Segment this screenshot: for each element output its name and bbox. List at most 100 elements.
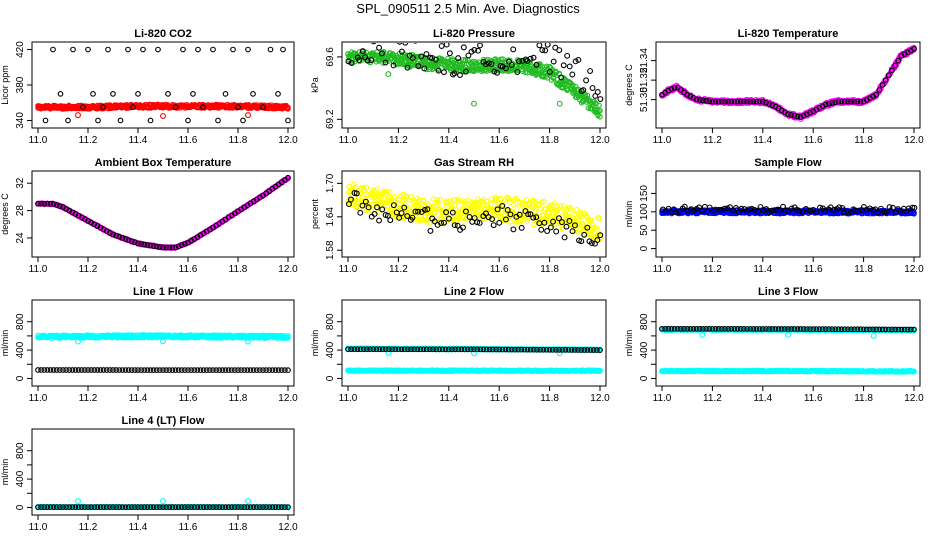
data-point bbox=[122, 236, 129, 242]
data-point bbox=[494, 206, 501, 213]
data-point bbox=[245, 338, 251, 345]
plot-frame bbox=[655, 41, 921, 129]
data-point bbox=[150, 367, 157, 373]
y-tick-label: 100 bbox=[639, 203, 650, 220]
data-point bbox=[457, 72, 463, 79]
data-point bbox=[357, 209, 364, 216]
data-point bbox=[568, 207, 574, 213]
data-point bbox=[389, 36, 394, 41]
data-point bbox=[182, 241, 188, 247]
data-point bbox=[435, 67, 442, 74]
data-point bbox=[855, 208, 862, 215]
chart-title: Line 1 Flow bbox=[133, 286, 193, 298]
data-point bbox=[594, 237, 601, 244]
data-point bbox=[575, 57, 582, 63]
data-point bbox=[895, 57, 902, 64]
data-point bbox=[588, 240, 595, 246]
data-point bbox=[482, 61, 489, 68]
data-point bbox=[573, 83, 579, 90]
data-point bbox=[420, 197, 427, 204]
data-point bbox=[515, 219, 522, 225]
y-axis-label: percent bbox=[310, 198, 320, 229]
data-point bbox=[516, 203, 523, 209]
data-point bbox=[676, 208, 683, 215]
data-point bbox=[485, 60, 492, 67]
data-point bbox=[757, 204, 764, 210]
y-tick-label: 340 bbox=[15, 112, 26, 129]
data-point bbox=[421, 206, 428, 213]
data-point bbox=[889, 67, 895, 74]
data-point bbox=[368, 213, 375, 220]
data-point bbox=[285, 333, 291, 339]
data-point bbox=[35, 200, 41, 207]
data-point bbox=[250, 367, 257, 373]
data-point bbox=[569, 71, 576, 78]
data-point bbox=[578, 238, 585, 245]
data-point bbox=[138, 241, 144, 247]
data-point bbox=[147, 367, 154, 373]
data-point bbox=[854, 98, 861, 105]
plot-area bbox=[659, 44, 917, 122]
data-point bbox=[563, 223, 570, 230]
data-point bbox=[70, 46, 76, 53]
data-point bbox=[502, 65, 509, 72]
data-point bbox=[556, 47, 563, 54]
data-point bbox=[454, 222, 461, 229]
data-point bbox=[829, 100, 835, 106]
data-point bbox=[110, 367, 116, 373]
y-tick-label: 69.2 bbox=[325, 109, 336, 129]
data-point bbox=[190, 91, 196, 97]
data-point bbox=[172, 367, 179, 373]
data-point bbox=[741, 98, 747, 105]
data-point bbox=[413, 53, 419, 60]
data-point bbox=[135, 367, 141, 373]
data-point bbox=[241, 367, 248, 373]
plot-frame bbox=[31, 41, 295, 129]
data-point bbox=[504, 207, 511, 213]
x-tick-label: 11.0 bbox=[339, 264, 358, 275]
data-point bbox=[432, 209, 438, 216]
data-point bbox=[275, 91, 281, 97]
series-li-820-temperature-black- bbox=[659, 46, 917, 121]
data-point bbox=[475, 47, 482, 54]
data-point bbox=[514, 69, 521, 75]
data-point bbox=[44, 200, 51, 207]
x-tick-label: 12.0 bbox=[904, 264, 924, 275]
data-point bbox=[235, 104, 241, 111]
series-rh-black- bbox=[345, 190, 604, 247]
data-point bbox=[559, 219, 565, 226]
data-point bbox=[185, 117, 191, 124]
data-point bbox=[175, 367, 182, 373]
data-point bbox=[527, 55, 534, 62]
data-point bbox=[163, 367, 169, 373]
x-tick-label: 11.6 bbox=[804, 135, 823, 146]
data-point bbox=[594, 89, 601, 95]
data-point bbox=[533, 214, 540, 221]
x-tick-label: 11.4 bbox=[129, 264, 148, 275]
data-point bbox=[745, 206, 752, 213]
data-point bbox=[362, 198, 369, 205]
data-point bbox=[53, 367, 60, 373]
data-point bbox=[583, 77, 590, 84]
data-point bbox=[597, 368, 603, 374]
data-point bbox=[460, 224, 466, 231]
data-point bbox=[97, 367, 104, 373]
data-point bbox=[506, 195, 512, 202]
data-point bbox=[430, 203, 437, 210]
x-tick-label: 11.0 bbox=[339, 393, 358, 404]
data-point bbox=[113, 232, 119, 239]
data-point bbox=[848, 98, 854, 105]
series-co2-black- bbox=[42, 46, 291, 124]
data-point bbox=[107, 367, 113, 373]
data-point bbox=[240, 117, 246, 124]
data-point bbox=[135, 91, 141, 97]
data-point bbox=[169, 367, 176, 373]
y-axis-label: ml/min bbox=[624, 201, 634, 228]
data-point bbox=[738, 205, 745, 212]
data-point bbox=[700, 97, 706, 104]
x-tick-label: 12.0 bbox=[590, 135, 610, 146]
data-point bbox=[668, 86, 675, 92]
data-point bbox=[363, 184, 370, 191]
data-point bbox=[163, 244, 169, 251]
